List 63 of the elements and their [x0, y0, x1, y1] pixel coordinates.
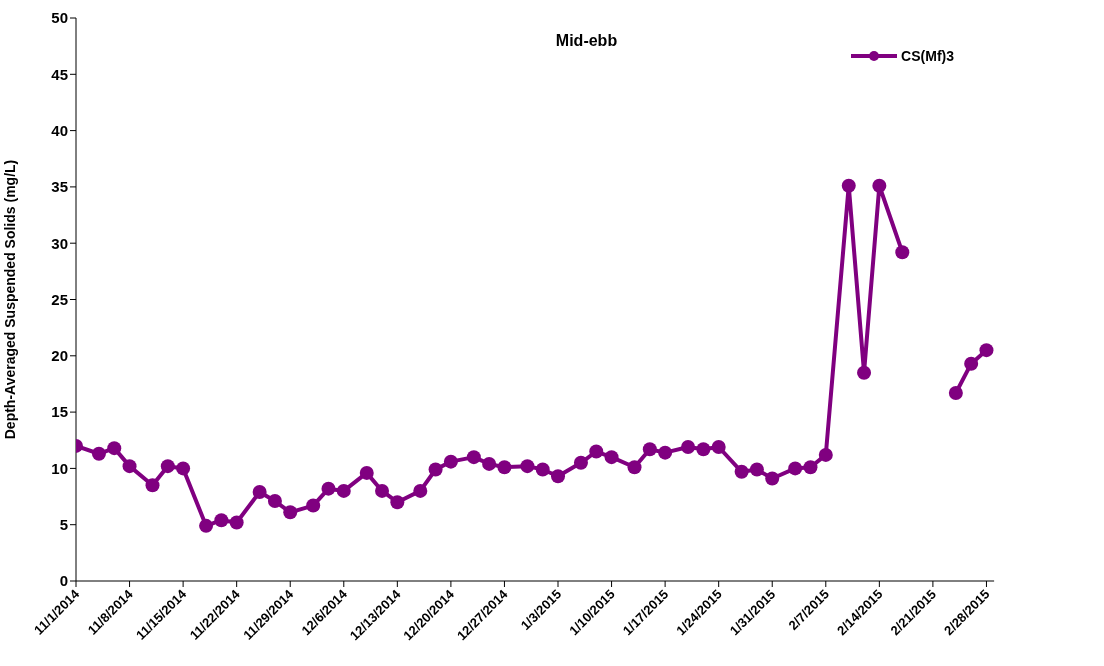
point [627, 460, 642, 475]
point [91, 446, 106, 461]
point [658, 445, 673, 460]
point [160, 459, 175, 474]
point [749, 462, 764, 477]
y-tick-label: 30 [51, 234, 68, 252]
y-tick-label: 45 [51, 65, 68, 83]
legend-label: CS(Mf)3 [901, 48, 954, 64]
y-tick-label: 15 [51, 403, 68, 421]
point [390, 495, 405, 510]
y-tick-label: 20 [51, 347, 68, 365]
point [979, 343, 994, 358]
point [229, 515, 244, 530]
y-tick-label: 40 [51, 121, 68, 139]
point [306, 498, 321, 513]
point [428, 462, 443, 477]
point [551, 469, 566, 484]
point [765, 471, 780, 486]
y-tick-label: 0 [59, 572, 68, 590]
point [482, 456, 497, 471]
point [321, 481, 336, 496]
point [841, 178, 856, 193]
point [283, 505, 298, 520]
point [964, 356, 979, 371]
point [857, 365, 872, 380]
point [535, 462, 550, 477]
point [604, 450, 619, 465]
point [520, 459, 535, 474]
point [589, 444, 604, 459]
point [214, 513, 229, 528]
point [681, 440, 696, 455]
point [696, 442, 711, 457]
y-tick-label: 10 [51, 459, 68, 477]
point [466, 450, 481, 465]
point [803, 460, 818, 475]
point [145, 478, 160, 493]
point [895, 245, 910, 260]
text: Mid-ebb [555, 32, 618, 49]
point [267, 494, 282, 509]
point [711, 440, 726, 455]
point [122, 459, 137, 474]
point [642, 442, 657, 457]
y-tick-label: 5 [59, 516, 68, 534]
point [375, 483, 390, 498]
point [818, 447, 833, 462]
point [872, 178, 887, 193]
y-tick-label: 35 [51, 178, 68, 196]
point [443, 454, 458, 469]
point [573, 455, 588, 470]
point [359, 465, 374, 480]
point [107, 441, 122, 456]
point [336, 483, 351, 498]
point [252, 485, 267, 500]
point [788, 461, 803, 476]
point [734, 464, 749, 479]
y-tick-label: 50 [51, 9, 68, 27]
y-tick-label: 25 [51, 290, 68, 308]
point [413, 483, 428, 498]
y-axis-title: Depth-Averaged Suspended Solids (mg/L) [1, 159, 18, 440]
point [948, 385, 963, 400]
point [199, 518, 214, 533]
point [176, 461, 191, 476]
point [497, 460, 512, 475]
